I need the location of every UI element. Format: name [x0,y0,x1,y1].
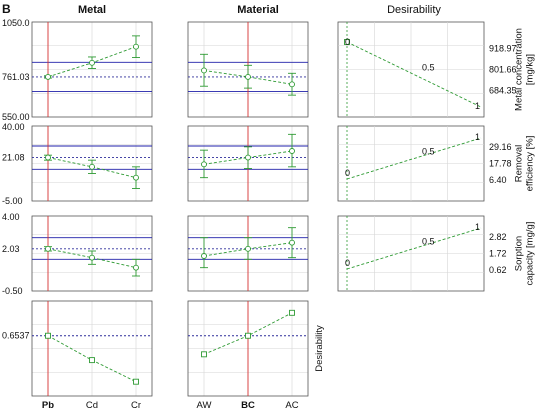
desirability-function-line [346,41,482,108]
data-point [289,239,295,246]
response-tick-label: 17.78 [489,159,512,169]
data-point [45,332,51,339]
desirability-level-label: 0 [345,258,350,268]
y-tick-label: 550.00 [2,112,30,122]
x-tick-label: Cr [131,400,141,410]
response-tick-label: 29.16 [489,142,512,152]
data-point [45,73,51,80]
data-point [89,163,95,170]
data-point [89,59,95,66]
response-tick-label: 0.62 [489,265,507,275]
row-title: Metal concentration [514,28,525,111]
data-point [245,245,251,252]
data-point [245,154,251,161]
column-title-desirability: Desirability [387,4,441,16]
y-tick-label: 2.03 [2,244,20,254]
data-point [45,154,51,161]
data-point [289,81,295,88]
x-tick-label: Cd [86,400,98,410]
x-tick-label: Pb [42,400,54,410]
desirability-level-label: 0.5 [422,63,435,73]
y-tick-label: 761.03 [2,72,30,82]
desirability-function-line [346,137,482,180]
y-tick-label: -0.50 [2,286,23,296]
desirability-marker [344,39,350,45]
panel-label: B [2,2,11,16]
data-point [289,148,295,154]
panel-frame [31,21,153,118]
response-tick-label: 801.66 [489,65,517,75]
desirability-level-label: 1 [475,132,480,142]
data-point [89,254,95,261]
row-title: [mg/kg] [525,54,536,85]
response-tick-label: 918.97 [489,44,517,54]
row-title: efficiency [%] [525,136,536,192]
row-title: Sorption [514,236,525,271]
y-tick-label: -5.00 [2,196,23,206]
response-tick-label: 6.40 [489,175,507,185]
column-title-material: Material [237,4,279,16]
row-title: Desirability [314,325,325,372]
data-point [289,309,295,316]
response-tick-label: 684.35 [489,85,517,95]
data-point [245,73,251,80]
data-point [201,67,207,74]
panel-frame [31,125,153,202]
panel-frame [31,300,153,397]
data-point [201,351,207,358]
response-tick-label: 1.72 [489,249,507,259]
series-line [47,157,137,179]
x-tick-label: BC [241,400,255,410]
x-tick-label: AW [197,400,212,410]
row-title: Removal [514,145,525,183]
data-point [133,43,139,50]
data-point [133,378,139,385]
x-tick-label: AC [285,400,298,410]
desirability-level-label: 0.5 [422,147,435,157]
desirability-level-label: 0 [345,37,350,47]
y-tick-label: 21.08 [2,153,25,163]
data-point [201,161,207,168]
row-title: capacity [mg/g] [525,222,536,286]
desirability-level-label: 0 [345,168,350,178]
desirability-level-label: 0.5 [422,237,435,247]
desirability-level-label: 1 [475,222,480,232]
y-tick-label: 4.00 [2,212,20,222]
data-point [89,357,95,364]
column-title-metal: Metal [78,4,106,16]
y-tick-label: 40.00 [2,122,25,132]
data-point [245,332,251,339]
data-point [133,174,139,181]
y-tick-label: 1050.0 [2,18,30,28]
response-tick-label: 2.82 [489,232,507,242]
data-point [133,264,139,271]
data-point [45,245,51,252]
desirability-function-line [346,227,482,270]
y-tick-label: 0.6537 [2,331,30,341]
desirability-level-label: 1 [475,101,480,111]
data-point [201,253,207,259]
panel-frame [31,215,153,292]
